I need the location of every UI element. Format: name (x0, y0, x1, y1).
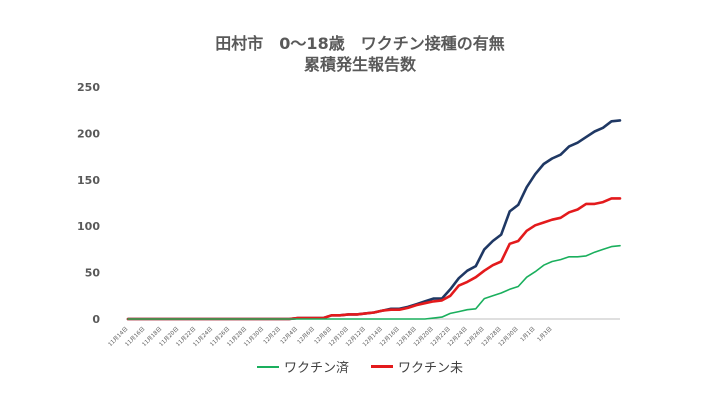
legend-item-unvaccinated: ワクチン未 (371, 357, 463, 376)
y-tick-label: 150 (77, 174, 100, 187)
x-tick-label: 1月3日 (536, 325, 554, 343)
x-tick-label: 12月6日 (296, 325, 316, 345)
legend-swatch-vaccinated (256, 365, 279, 368)
y-tick-label: 50 (85, 267, 101, 280)
x-tick-label: 12月2日 (262, 325, 282, 345)
legend-label-vaccinated: ワクチン済 (283, 361, 349, 376)
y-tick-label: 100 (77, 220, 100, 233)
x-tick-label: 1月1日 (519, 325, 537, 343)
legend-label-unvaccinated: ワクチン未 (398, 361, 464, 376)
legend-swatch-unvaccinated (371, 365, 393, 368)
y-tick-label: 0 (92, 313, 100, 326)
chart-subtitle: 累積発生報告数 (303, 55, 416, 74)
series-line-total (126, 119, 622, 321)
x-tick-label: 12月4日 (279, 325, 299, 345)
y-tick-label: 250 (77, 81, 100, 94)
legend: ワクチン済 ワクチン未 (0, 357, 720, 376)
y-tick-label: 200 (77, 127, 100, 140)
series-line-unvaccinated (126, 197, 622, 321)
chart-title: 田村市 0～18歳 ワクチン接種の有無 (215, 34, 505, 53)
legend-item-vaccinated: ワクチン済 (256, 357, 349, 376)
series-line-vaccinated (127, 244, 621, 320)
